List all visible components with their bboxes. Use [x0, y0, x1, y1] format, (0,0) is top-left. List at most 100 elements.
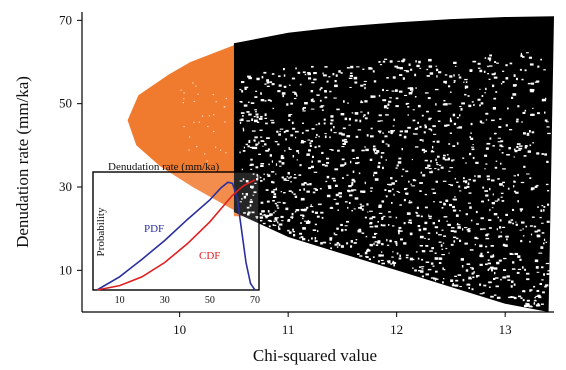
speckle: [521, 221, 525, 224]
speckle: [265, 189, 269, 191]
speckle: [513, 190, 516, 193]
speckle: [396, 66, 400, 69]
speckle: [351, 210, 353, 212]
speckle: [271, 121, 275, 124]
speckle: [499, 149, 501, 151]
speckle: [496, 228, 498, 231]
speckle: [266, 137, 269, 139]
speckle: [346, 135, 351, 138]
speckle: [316, 133, 318, 137]
speckle: [525, 302, 527, 305]
speckle: [285, 129, 289, 132]
speckle: [515, 120, 519, 123]
speckle: [514, 252, 518, 255]
speckle: [482, 228, 486, 230]
speckle: [525, 225, 528, 228]
speckle: [293, 177, 297, 179]
speckle: [538, 296, 542, 299]
speckle: [425, 261, 430, 263]
speckle: [316, 215, 320, 218]
speckle: [386, 195, 388, 198]
speckle: [448, 103, 452, 105]
speckle: [454, 196, 456, 198]
speckle: [378, 161, 381, 165]
speckle: [416, 127, 419, 129]
speckle: [364, 86, 366, 90]
speckle: [448, 184, 451, 185]
speckle: [534, 230, 538, 233]
speckle: [365, 255, 367, 258]
speckle: [272, 224, 277, 226]
speckle: [544, 285, 547, 288]
speckle: [358, 207, 362, 209]
speckle: [344, 229, 347, 231]
speckle: [315, 189, 318, 191]
speckle: [459, 190, 462, 192]
speckle: [449, 119, 453, 123]
speckle: [293, 193, 296, 195]
speckle: [424, 92, 429, 94]
speckle: [449, 91, 452, 93]
speckle: [457, 274, 462, 276]
speckle: [334, 168, 339, 171]
speckle: [344, 138, 347, 141]
speckle: [469, 249, 474, 251]
speckle: [516, 118, 519, 121]
speckle: [281, 162, 285, 165]
speckle: [264, 117, 268, 119]
speckle: [541, 205, 544, 207]
speckle: [287, 229, 290, 232]
speckle: [524, 146, 528, 149]
speckle: [274, 218, 278, 220]
speckle: [302, 214, 305, 218]
speckle: [373, 171, 378, 174]
speckle: [498, 235, 503, 238]
speckle: [296, 94, 298, 97]
speckle: [391, 256, 394, 258]
speckle: [390, 177, 393, 180]
speckle: [435, 278, 439, 280]
speckle: [255, 144, 258, 146]
speckle: [453, 240, 456, 243]
speckle: [427, 97, 431, 100]
speckle: [264, 215, 266, 217]
speckle: [423, 151, 425, 154]
speckle: [500, 162, 502, 165]
speckle: [421, 250, 426, 253]
speckle: [471, 148, 475, 151]
speckle: [529, 289, 533, 291]
speckle: [541, 153, 544, 155]
speckle: [269, 220, 272, 222]
speckle: [304, 73, 307, 76]
speckle: [300, 222, 302, 224]
speckle: [514, 84, 517, 86]
speckle: [534, 297, 536, 299]
speckle: [369, 158, 373, 161]
speckle: [269, 213, 273, 216]
speckle: [239, 180, 243, 182]
speckle: [530, 90, 534, 93]
speckle: [421, 275, 424, 278]
speckle: [494, 132, 497, 135]
speckle: [192, 82, 194, 84]
speckle: [494, 200, 499, 202]
speckle: [393, 118, 395, 121]
speckle: [338, 192, 342, 195]
speckle: [336, 108, 340, 111]
speckle: [485, 112, 489, 115]
speckle: [403, 135, 407, 139]
speckle: [520, 239, 523, 243]
speckle: [453, 80, 456, 82]
speckle: [459, 239, 462, 242]
speckle: [492, 84, 495, 88]
speckle: [386, 77, 389, 79]
speckle: [497, 141, 502, 143]
speckle: [349, 194, 353, 197]
speckle: [310, 204, 312, 207]
speckle: [329, 242, 331, 245]
speckle: [271, 160, 273, 163]
speckle: [278, 223, 283, 226]
speckle: [421, 148, 425, 152]
speckle: [536, 271, 540, 273]
speckle: [506, 275, 510, 278]
